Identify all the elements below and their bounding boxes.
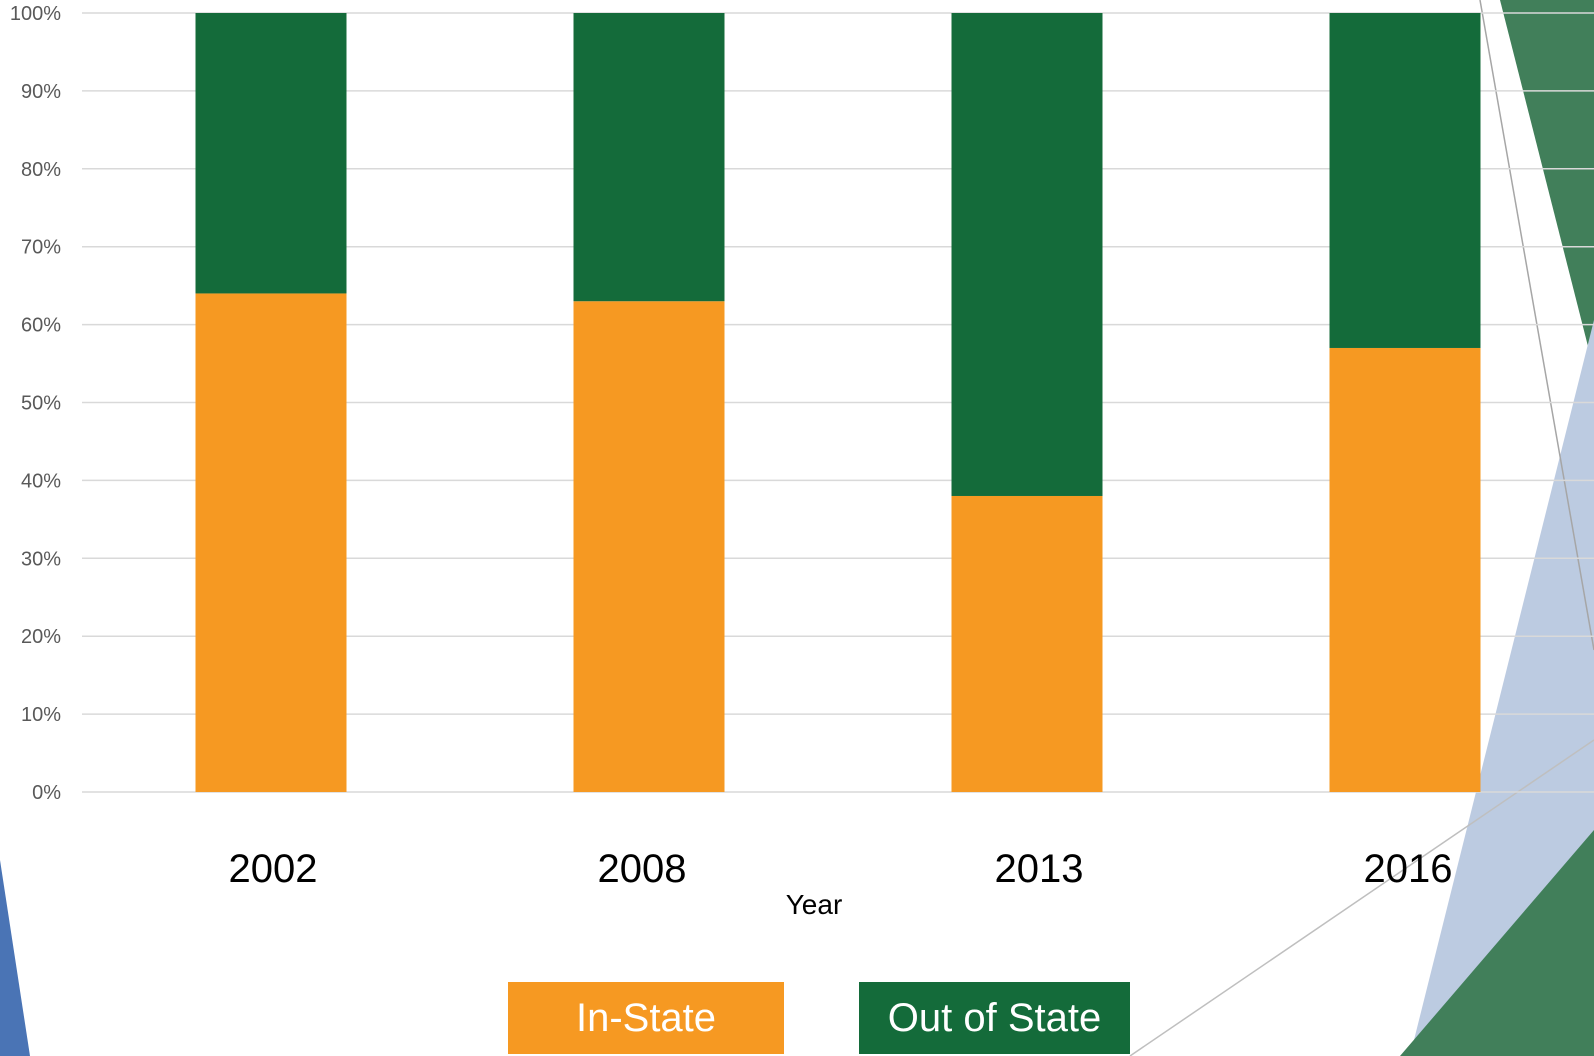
x-tick-label: 2016	[1364, 847, 1453, 891]
y-tick-label: 60%	[21, 315, 61, 337]
deco-lightblue-triangle	[1410, 320, 1594, 1056]
legend-in-state: In-State	[508, 982, 784, 1054]
y-tick-label: 50%	[21, 393, 61, 415]
y-tick-label: 20%	[21, 626, 61, 648]
x-tick-label: 2013	[995, 847, 1084, 891]
y-tick-label: 0%	[32, 782, 61, 804]
bars	[195, 13, 1481, 792]
x-axis-ticks: 2002 2008 2013 2016	[229, 847, 1453, 891]
x-tick-label: 2008	[598, 847, 687, 891]
x-tick-label: 2002	[229, 847, 318, 891]
bar-out-of-state-2013	[951, 13, 1103, 496]
deco-green-triangle-bottom	[1400, 830, 1594, 1056]
y-tick-label: 70%	[21, 237, 61, 259]
legend-out-of-state: Out of State	[859, 982, 1130, 1054]
x-axis-label: Year	[786, 889, 843, 920]
y-tick-label: 100%	[10, 3, 61, 25]
bar-out-of-state-2002	[195, 13, 347, 294]
y-tick-label: 80%	[21, 159, 61, 181]
bar-in-state-2013	[951, 495, 1103, 792]
y-tick-label: 30%	[21, 548, 61, 570]
y-tick-label: 40%	[21, 470, 61, 492]
y-axis-ticks: 0% 10% 20% 30% 40% 50% 60% 70% 80% 90% 100%	[10, 3, 61, 804]
deco-blue-triangle-left	[0, 860, 30, 1056]
y-tick-label: 90%	[21, 81, 61, 103]
deco-green-stripe-top	[1500, 0, 1594, 370]
bar-out-of-state-2016	[1329, 13, 1481, 348]
bar-in-state-2008	[573, 301, 725, 792]
bar-in-state-2002	[195, 293, 347, 792]
bar-in-state-2016	[1329, 347, 1481, 792]
bar-out-of-state-2008	[573, 13, 725, 302]
y-tick-label: 10%	[21, 704, 61, 726]
